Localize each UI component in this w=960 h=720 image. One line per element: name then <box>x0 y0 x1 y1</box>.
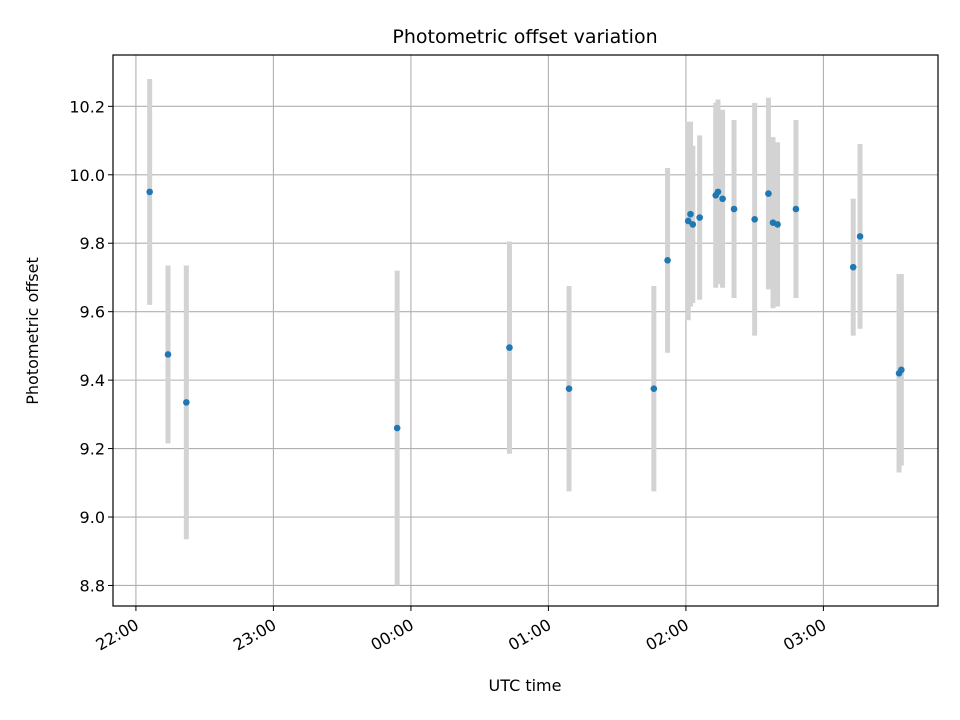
data-point <box>774 221 781 228</box>
data-point <box>792 205 800 213</box>
data-point <box>664 257 671 264</box>
y-tick-label: 9.0 <box>80 508 105 527</box>
data-point <box>183 399 190 406</box>
data-point <box>730 205 738 213</box>
data-point <box>146 188 153 196</box>
data-point <box>765 190 772 197</box>
data-point <box>506 344 513 351</box>
data-point <box>696 214 703 221</box>
x-tick-label: 22:00 <box>92 615 141 655</box>
y-tick-label: 8.8 <box>80 576 105 595</box>
x-tick-label: 01:00 <box>505 615 554 655</box>
y-tick-label: 9.4 <box>80 371 105 390</box>
y-tick-label: 9.8 <box>80 234 105 253</box>
data-point <box>856 233 864 240</box>
x-axis-label: UTC time <box>489 676 562 695</box>
chart-title: Photometric offset variation <box>392 26 657 48</box>
data-point <box>849 263 857 271</box>
data-point <box>751 215 758 223</box>
data-point <box>898 366 905 374</box>
data-point <box>714 188 722 196</box>
grid-lines <box>113 55 938 606</box>
data-point <box>164 351 172 358</box>
y-tick-label: 9.6 <box>80 303 105 322</box>
x-tick-label: 00:00 <box>367 615 416 655</box>
data-point <box>687 210 694 218</box>
x-tick-label: 23:00 <box>230 615 279 655</box>
y-tick-label: 9.2 <box>80 440 105 459</box>
data-point <box>684 217 692 225</box>
y-tick-label: 10.0 <box>69 166 105 185</box>
data-point <box>719 195 726 203</box>
y-axis-label: Photometric offset <box>23 257 42 405</box>
data-point <box>689 221 697 228</box>
plot-frame <box>112 54 939 607</box>
data-point <box>650 385 658 392</box>
error-bars <box>147 78 904 586</box>
x-tick-label: 03:00 <box>780 615 829 655</box>
y-tick-label: 10.2 <box>69 97 105 116</box>
data-point <box>565 385 573 392</box>
x-tick-label: 02:00 <box>642 615 691 655</box>
y-axis-ticks: 8.8 9.0 9.2 9.4 9.6 9.8 10.0 10.2 <box>69 97 113 595</box>
data-points <box>146 188 905 432</box>
x-axis-ticks: 22:00 23:00 00:00 01:00 02:00 03:00 <box>92 606 829 655</box>
data-point <box>393 424 401 432</box>
